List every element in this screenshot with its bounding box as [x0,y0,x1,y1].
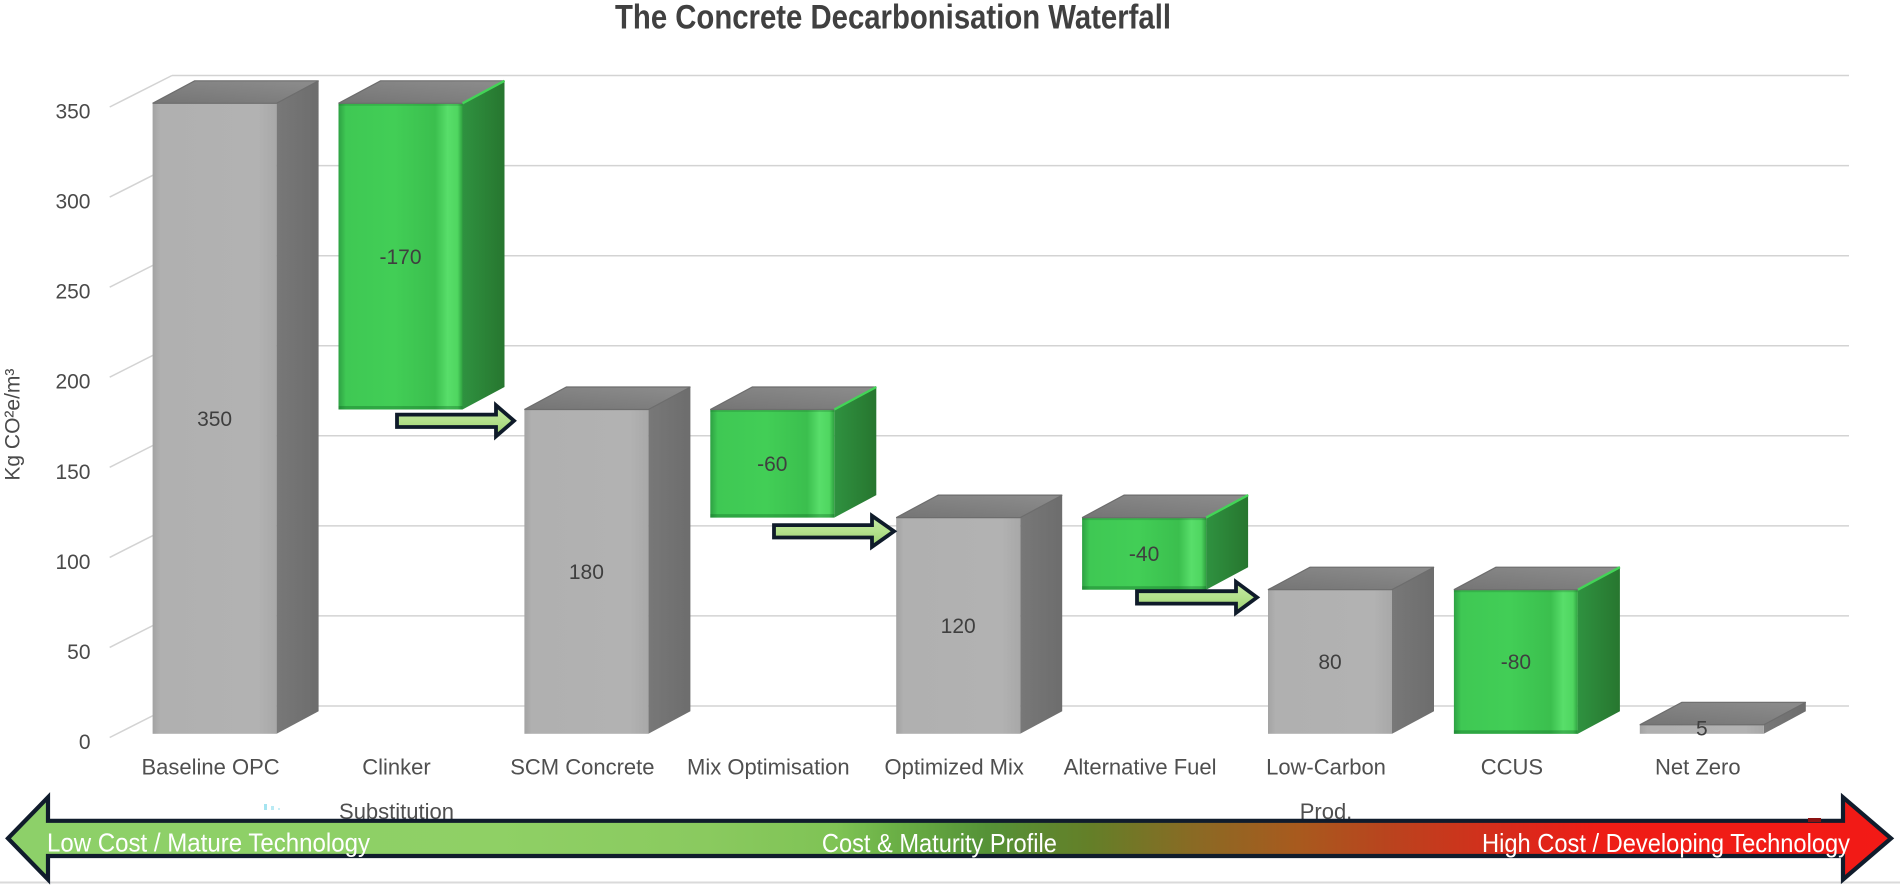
svg-text:-60: -60 [757,453,787,476]
svg-text:5: 5 [1696,717,1708,740]
svg-text:SCM Concrete: SCM Concrete [510,755,654,780]
svg-text:Cost & Maturity Profile: Cost & Maturity Profile [822,828,1057,858]
svg-text:80: 80 [1318,651,1341,674]
svg-text:350: 350 [197,408,232,431]
svg-text:150: 150 [55,461,90,484]
svg-text:The Concrete Decarbonisation W: The Concrete Decarbonisation Waterfall [615,0,1171,37]
svg-text:-40: -40 [1129,543,1159,566]
svg-text:120: 120 [941,615,976,638]
svg-text:100: 100 [55,551,90,574]
svg-text:200: 200 [55,371,90,394]
svg-text:-170: -170 [379,246,421,269]
svg-text:Kg CO²e/m³: Kg CO²e/m³ [2,369,25,481]
svg-text:Mix Optimisation: Mix Optimisation [687,755,850,780]
svg-text:Optimized Mix: Optimized Mix [885,755,1024,780]
svg-text:0: 0 [79,731,91,754]
svg-text:Baseline OPC: Baseline OPC [142,755,280,780]
svg-text:Clinker: Clinker [362,755,430,780]
svg-text:180: 180 [569,561,604,584]
svg-text:Low Cost / Mature Technology: Low Cost / Mature Technology [47,828,370,858]
svg-text:Low-Carbon: Low-Carbon [1266,755,1386,780]
svg-text:-80: -80 [1501,651,1531,674]
svg-text:CCUS: CCUS [1481,755,1543,780]
svg-text:50: 50 [67,641,90,664]
svg-text:300: 300 [55,191,90,214]
svg-text:Alternative Fuel: Alternative Fuel [1064,755,1217,780]
svg-text:High Cost / Developing Technol: High Cost / Developing Technology [1482,828,1850,858]
svg-text:350: 350 [55,101,90,124]
svg-text:250: 250 [55,281,90,304]
svg-text:Net Zero: Net Zero [1655,755,1741,780]
